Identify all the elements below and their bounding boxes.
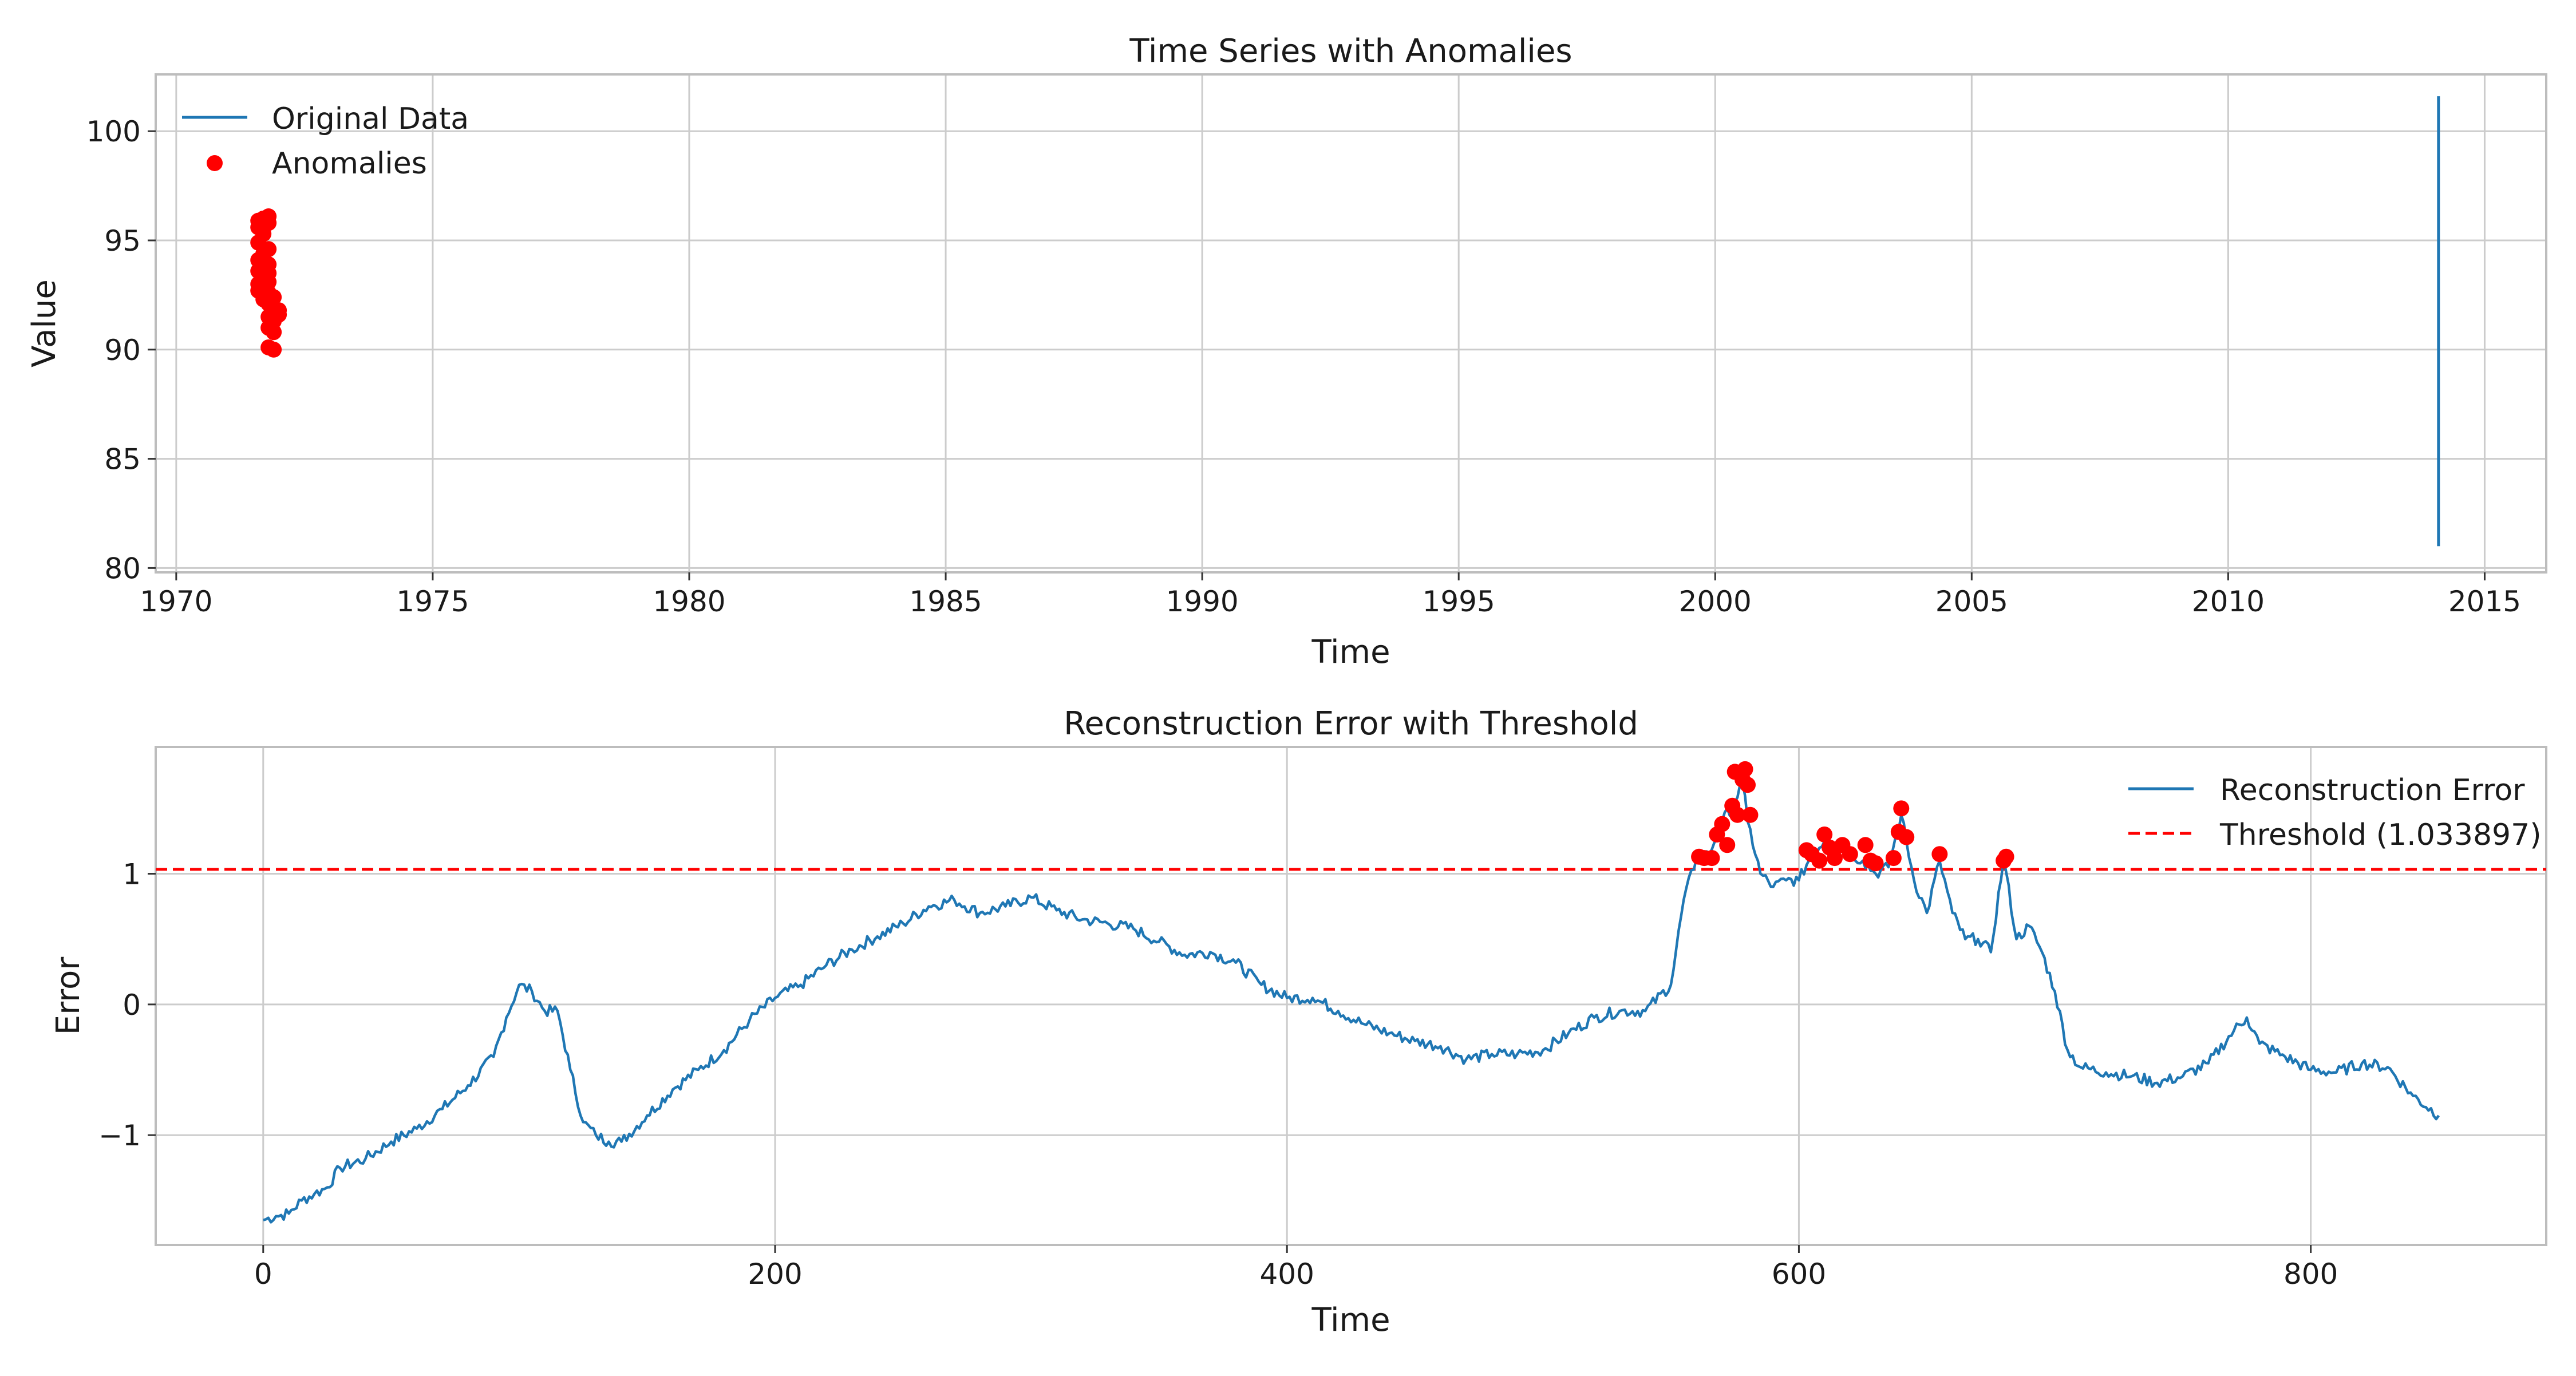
x-tick-label-2015: 2015 — [2448, 585, 2521, 618]
x-tick-label-2005: 2005 — [1935, 585, 2008, 618]
anomaly-point-28 — [1931, 846, 1948, 863]
y-axis-label: Error — [50, 956, 87, 1035]
anomaly-point-4 — [1714, 816, 1730, 832]
legend-label-threshold: Threshold (1.033897) — [2219, 818, 2542, 852]
anomaly-point-5 — [260, 215, 277, 231]
anomaly-point-27 — [1898, 829, 1915, 845]
chart-title: Time Series with Anomalies — [1129, 33, 1572, 70]
legend: Reconstruction Error Threshold (1.033897… — [2128, 773, 2542, 852]
y-axis-ticks: −1 0 1 — [98, 857, 156, 1152]
anomaly-point-8 — [1729, 806, 1746, 823]
anomaly-point-31 — [266, 341, 282, 358]
x-tick-label-0: 0 — [254, 1258, 272, 1291]
reconstruction-error-series — [263, 781, 2440, 1224]
plot-frame — [155, 73, 2547, 574]
y-axis-label: Value — [26, 279, 63, 367]
anomaly-point-11 — [1740, 777, 1756, 793]
anomaly-point-2 — [1704, 850, 1720, 867]
y-axis-ticks: 80 85 90 95 100 — [86, 115, 156, 585]
x-tick-label-600: 600 — [1772, 1258, 1826, 1291]
anomaly-point-23 — [1867, 855, 1884, 872]
anomaly-point-20 — [1842, 846, 1858, 863]
x-tick-label-1980: 1980 — [653, 585, 725, 618]
anomaly-point-5 — [1719, 837, 1736, 853]
grid — [156, 74, 2546, 572]
legend-label-original-data: Original Data — [272, 102, 469, 136]
x-tick-label-1970: 1970 — [140, 585, 212, 618]
x-tick-label-1995: 1995 — [1423, 585, 1495, 618]
x-tick-label-2000: 2000 — [1679, 585, 1752, 618]
anomaly-point-21 — [1857, 837, 1874, 853]
anomaly-point-16 — [1816, 826, 1833, 843]
plot-border — [155, 73, 2547, 574]
chart-title: Reconstruction Error with Threshold — [1064, 705, 1638, 742]
anomaly-timeseries-panel: 1970 1975 1980 1985 1990 1995 2000 2005 2010 2015… — [26, 33, 2547, 671]
legend-marker-anomalies — [207, 155, 223, 171]
anomaly-points — [1691, 761, 2014, 872]
anomaly-point-24 — [1885, 850, 1902, 867]
x-tick-label-1975: 1975 — [396, 585, 469, 618]
anomaly-point-12 — [1742, 806, 1759, 823]
plot-border — [155, 746, 2547, 1246]
x-tick-label-1990: 1990 — [1165, 585, 1238, 618]
x-axis-label: Time — [1311, 1302, 1390, 1339]
x-tick-label-2010: 2010 — [2192, 585, 2265, 618]
anomaly-point-10 — [1737, 761, 1753, 777]
legend: Original Data Anomalies — [182, 102, 469, 181]
legend-label-anomalies: Anomalies — [272, 147, 427, 181]
x-axis-label: Time — [1311, 634, 1390, 671]
anomaly-point-15 — [1811, 852, 1828, 869]
x-tick-label-1985: 1985 — [909, 585, 982, 618]
y-tick-label-80: 80 — [104, 552, 141, 585]
anomaly-point-8 — [260, 241, 277, 258]
y-tick-label-0: 0 — [123, 988, 141, 1022]
anomaly-point-29 — [266, 324, 282, 341]
y-tick-label-1: 1 — [123, 857, 141, 891]
x-tick-label-800: 800 — [2283, 1258, 2338, 1291]
reconstruction-error-panel: 0 200 400 600 800 −1 0 1 Reconstruction Error … — [50, 705, 2547, 1339]
x-axis-ticks: 1970 1975 1980 1985 1990 1995 2000 2005 2010 2015 — [140, 572, 2521, 618]
y-tick-label-95: 95 — [104, 224, 141, 258]
grid — [156, 747, 2546, 1245]
y-tick-label-85: 85 — [104, 443, 141, 476]
anomaly-point-18 — [1827, 850, 1843, 867]
anomaly-points — [250, 208, 287, 358]
x-tick-label-400: 400 — [1260, 1258, 1314, 1291]
anomaly-point-30 — [1998, 848, 2014, 865]
x-tick-label-200: 200 — [748, 1258, 802, 1291]
legend-label-reconstruction-error: Reconstruction Error — [2220, 773, 2525, 808]
x-axis-ticks: 0 200 400 600 800 — [254, 1245, 2338, 1291]
y-tick-label-90: 90 — [104, 334, 141, 367]
reconstruction-error-line — [263, 781, 2440, 1224]
y-tick-label-1: −1 — [98, 1119, 141, 1152]
anomaly-point-26 — [1893, 800, 1910, 817]
plot-frame — [155, 746, 2547, 1246]
y-tick-label-100: 100 — [86, 115, 141, 148]
